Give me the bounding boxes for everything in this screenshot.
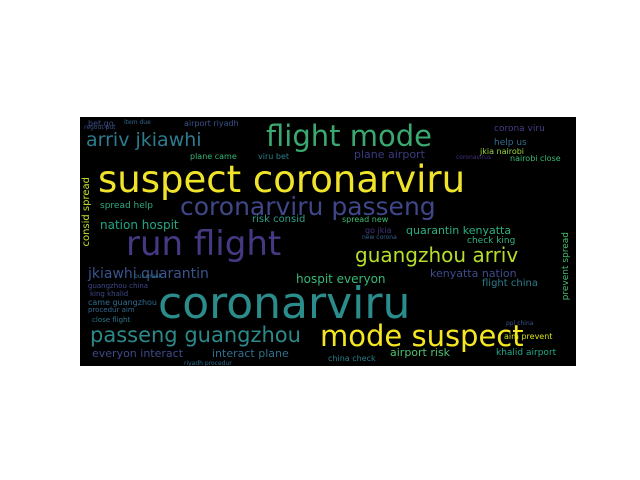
cloud-word: interact plane bbox=[212, 347, 289, 360]
cloud-word: aim prevent bbox=[504, 332, 553, 341]
cloud-word: help us bbox=[494, 138, 527, 148]
cloud-word: risk consid bbox=[252, 214, 306, 225]
cloud-word: china check bbox=[328, 354, 376, 363]
cloud-word: came guangzhou bbox=[88, 298, 157, 307]
cloud-word: prevent spread bbox=[561, 232, 571, 301]
cloud-word: bet go bbox=[88, 119, 114, 128]
cloud-word: coronavirus bbox=[456, 154, 492, 161]
cloud-word: go jkia bbox=[365, 226, 392, 235]
cloud-word: guangzhou arriv bbox=[355, 243, 519, 267]
cloud-word: close flight bbox=[92, 316, 131, 324]
cloud-word: jkia nairobi bbox=[480, 147, 525, 156]
cloud-word: spread help bbox=[100, 201, 153, 211]
cloud-word: mode suspect bbox=[320, 319, 524, 353]
cloud-word: passeng guangzhou bbox=[90, 323, 301, 347]
cloud-word: ppl china bbox=[506, 320, 534, 327]
cloud-word: run flight bbox=[126, 224, 282, 264]
cloud-word: viru bet bbox=[258, 152, 289, 161]
cloud-word: nairobi close bbox=[510, 154, 561, 163]
cloud-word: airport risk bbox=[390, 346, 451, 359]
cloud-word: kenyatta nation bbox=[430, 267, 517, 280]
cloud-word: nation hospit bbox=[100, 218, 179, 232]
cloud-word: coronarviru passeng bbox=[180, 192, 436, 221]
cloud-word: riyadh procedur bbox=[184, 360, 232, 367]
cloud-word: king khalid bbox=[90, 290, 129, 298]
cloud-word: quarantin kenyatta bbox=[406, 224, 512, 237]
cloud-word: coronarviru bbox=[158, 278, 411, 329]
cloud-word: plane came bbox=[190, 152, 237, 161]
cloud-word: guangzhou china bbox=[88, 282, 149, 290]
cloud-word: khalid airport bbox=[496, 348, 557, 358]
cloud-word: flight mode bbox=[266, 119, 432, 153]
cloud-word: arriv jkiawhi bbox=[86, 129, 202, 151]
cloud-word: everyon interact bbox=[92, 347, 184, 360]
cloud-word: spread new bbox=[342, 215, 389, 224]
cloud-word: airport riyadh bbox=[184, 119, 239, 128]
cloud-word: corona viru bbox=[494, 124, 545, 134]
cloud-word: check king bbox=[467, 236, 516, 246]
cloud-word: regout put bbox=[84, 124, 116, 131]
cloud-word: hospit everyon bbox=[296, 272, 386, 286]
cloud-word: consid spread bbox=[81, 177, 92, 247]
cloud-word: jkiawhi quarantin bbox=[88, 266, 209, 282]
cloud-word: procedur aim bbox=[88, 306, 135, 314]
cloud-word: put mask bbox=[134, 273, 162, 280]
cloud-word: flight china bbox=[482, 278, 538, 289]
cloud-word: item due bbox=[124, 119, 151, 126]
cloud-word: new corona bbox=[362, 234, 397, 241]
cloud-word: plane airport bbox=[354, 148, 425, 161]
cloud-word: suspect coronarviru bbox=[98, 158, 466, 201]
word-cloud: coronarviru suspect coronarviru run flig… bbox=[80, 117, 576, 366]
